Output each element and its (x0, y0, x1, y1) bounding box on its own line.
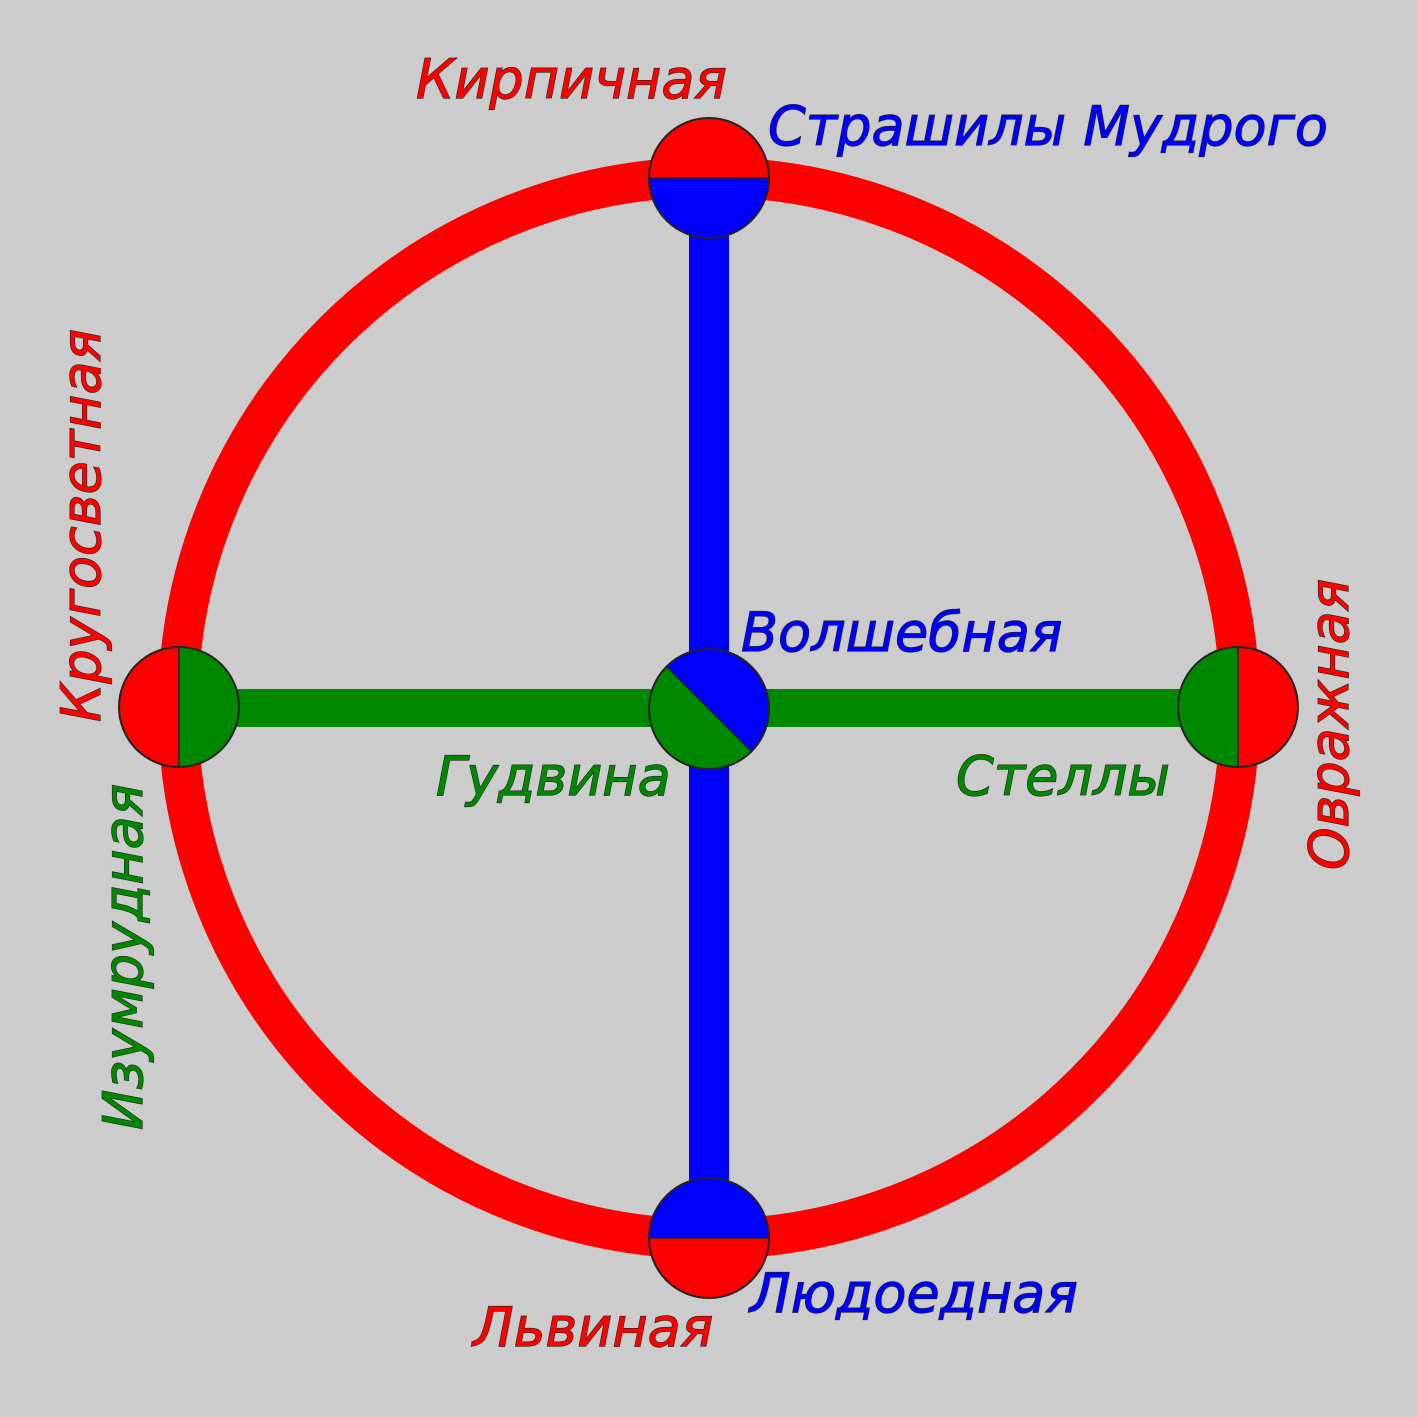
label-ovrazhnaya: Овражная (1298, 579, 1361, 870)
station-right-transfer[interactable] (1170, 640, 1308, 780)
label-gudvina: Гудвина (436, 745, 671, 808)
label-lvinaya: Львиная (471, 1296, 713, 1359)
label-izumrudnaya: Изумрудная (92, 784, 155, 1130)
label-kirpichnaya: Кирпичная (416, 48, 727, 111)
station-top-transfer[interactable] (640, 110, 780, 248)
label-lyudoednaya: Людоедная (748, 1262, 1078, 1325)
label-stelly: Стеллы (956, 745, 1170, 808)
label-volshebnaya: Волшебная (741, 601, 1062, 664)
label-strashily-mudrogo: Страшилы Мудрого (768, 95, 1328, 158)
station-left-transfer[interactable] (110, 640, 249, 780)
label-krugosvetnaya: Кругосветная (50, 329, 113, 722)
